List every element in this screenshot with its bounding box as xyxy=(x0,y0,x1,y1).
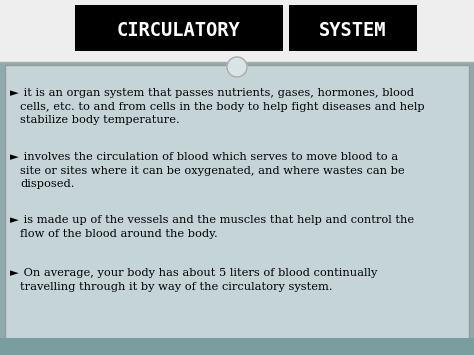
FancyBboxPatch shape xyxy=(289,5,417,51)
Text: it is an organ system that passes nutrients, gases, hormones, blood
cells, etc. : it is an organ system that passes nutrie… xyxy=(20,88,425,125)
Text: involves the circulation of blood which serves to move blood to a
site or sites : involves the circulation of blood which … xyxy=(20,152,405,189)
FancyBboxPatch shape xyxy=(75,5,283,51)
Circle shape xyxy=(227,57,247,77)
Text: ►: ► xyxy=(10,152,19,162)
Text: SYSTEM: SYSTEM xyxy=(319,21,387,39)
FancyBboxPatch shape xyxy=(0,338,474,355)
Text: is made up of the vessels and the muscles that help and control the
flow of the : is made up of the vessels and the muscle… xyxy=(20,215,414,239)
Text: CIRCULATORY: CIRCULATORY xyxy=(117,21,241,39)
Text: On average, your body has about 5 liters of blood continually
travelling through: On average, your body has about 5 liters… xyxy=(20,268,377,291)
Text: ►: ► xyxy=(10,215,19,225)
FancyBboxPatch shape xyxy=(5,65,469,345)
Text: ►: ► xyxy=(10,268,19,278)
FancyBboxPatch shape xyxy=(0,0,474,62)
Text: ►: ► xyxy=(10,88,19,98)
